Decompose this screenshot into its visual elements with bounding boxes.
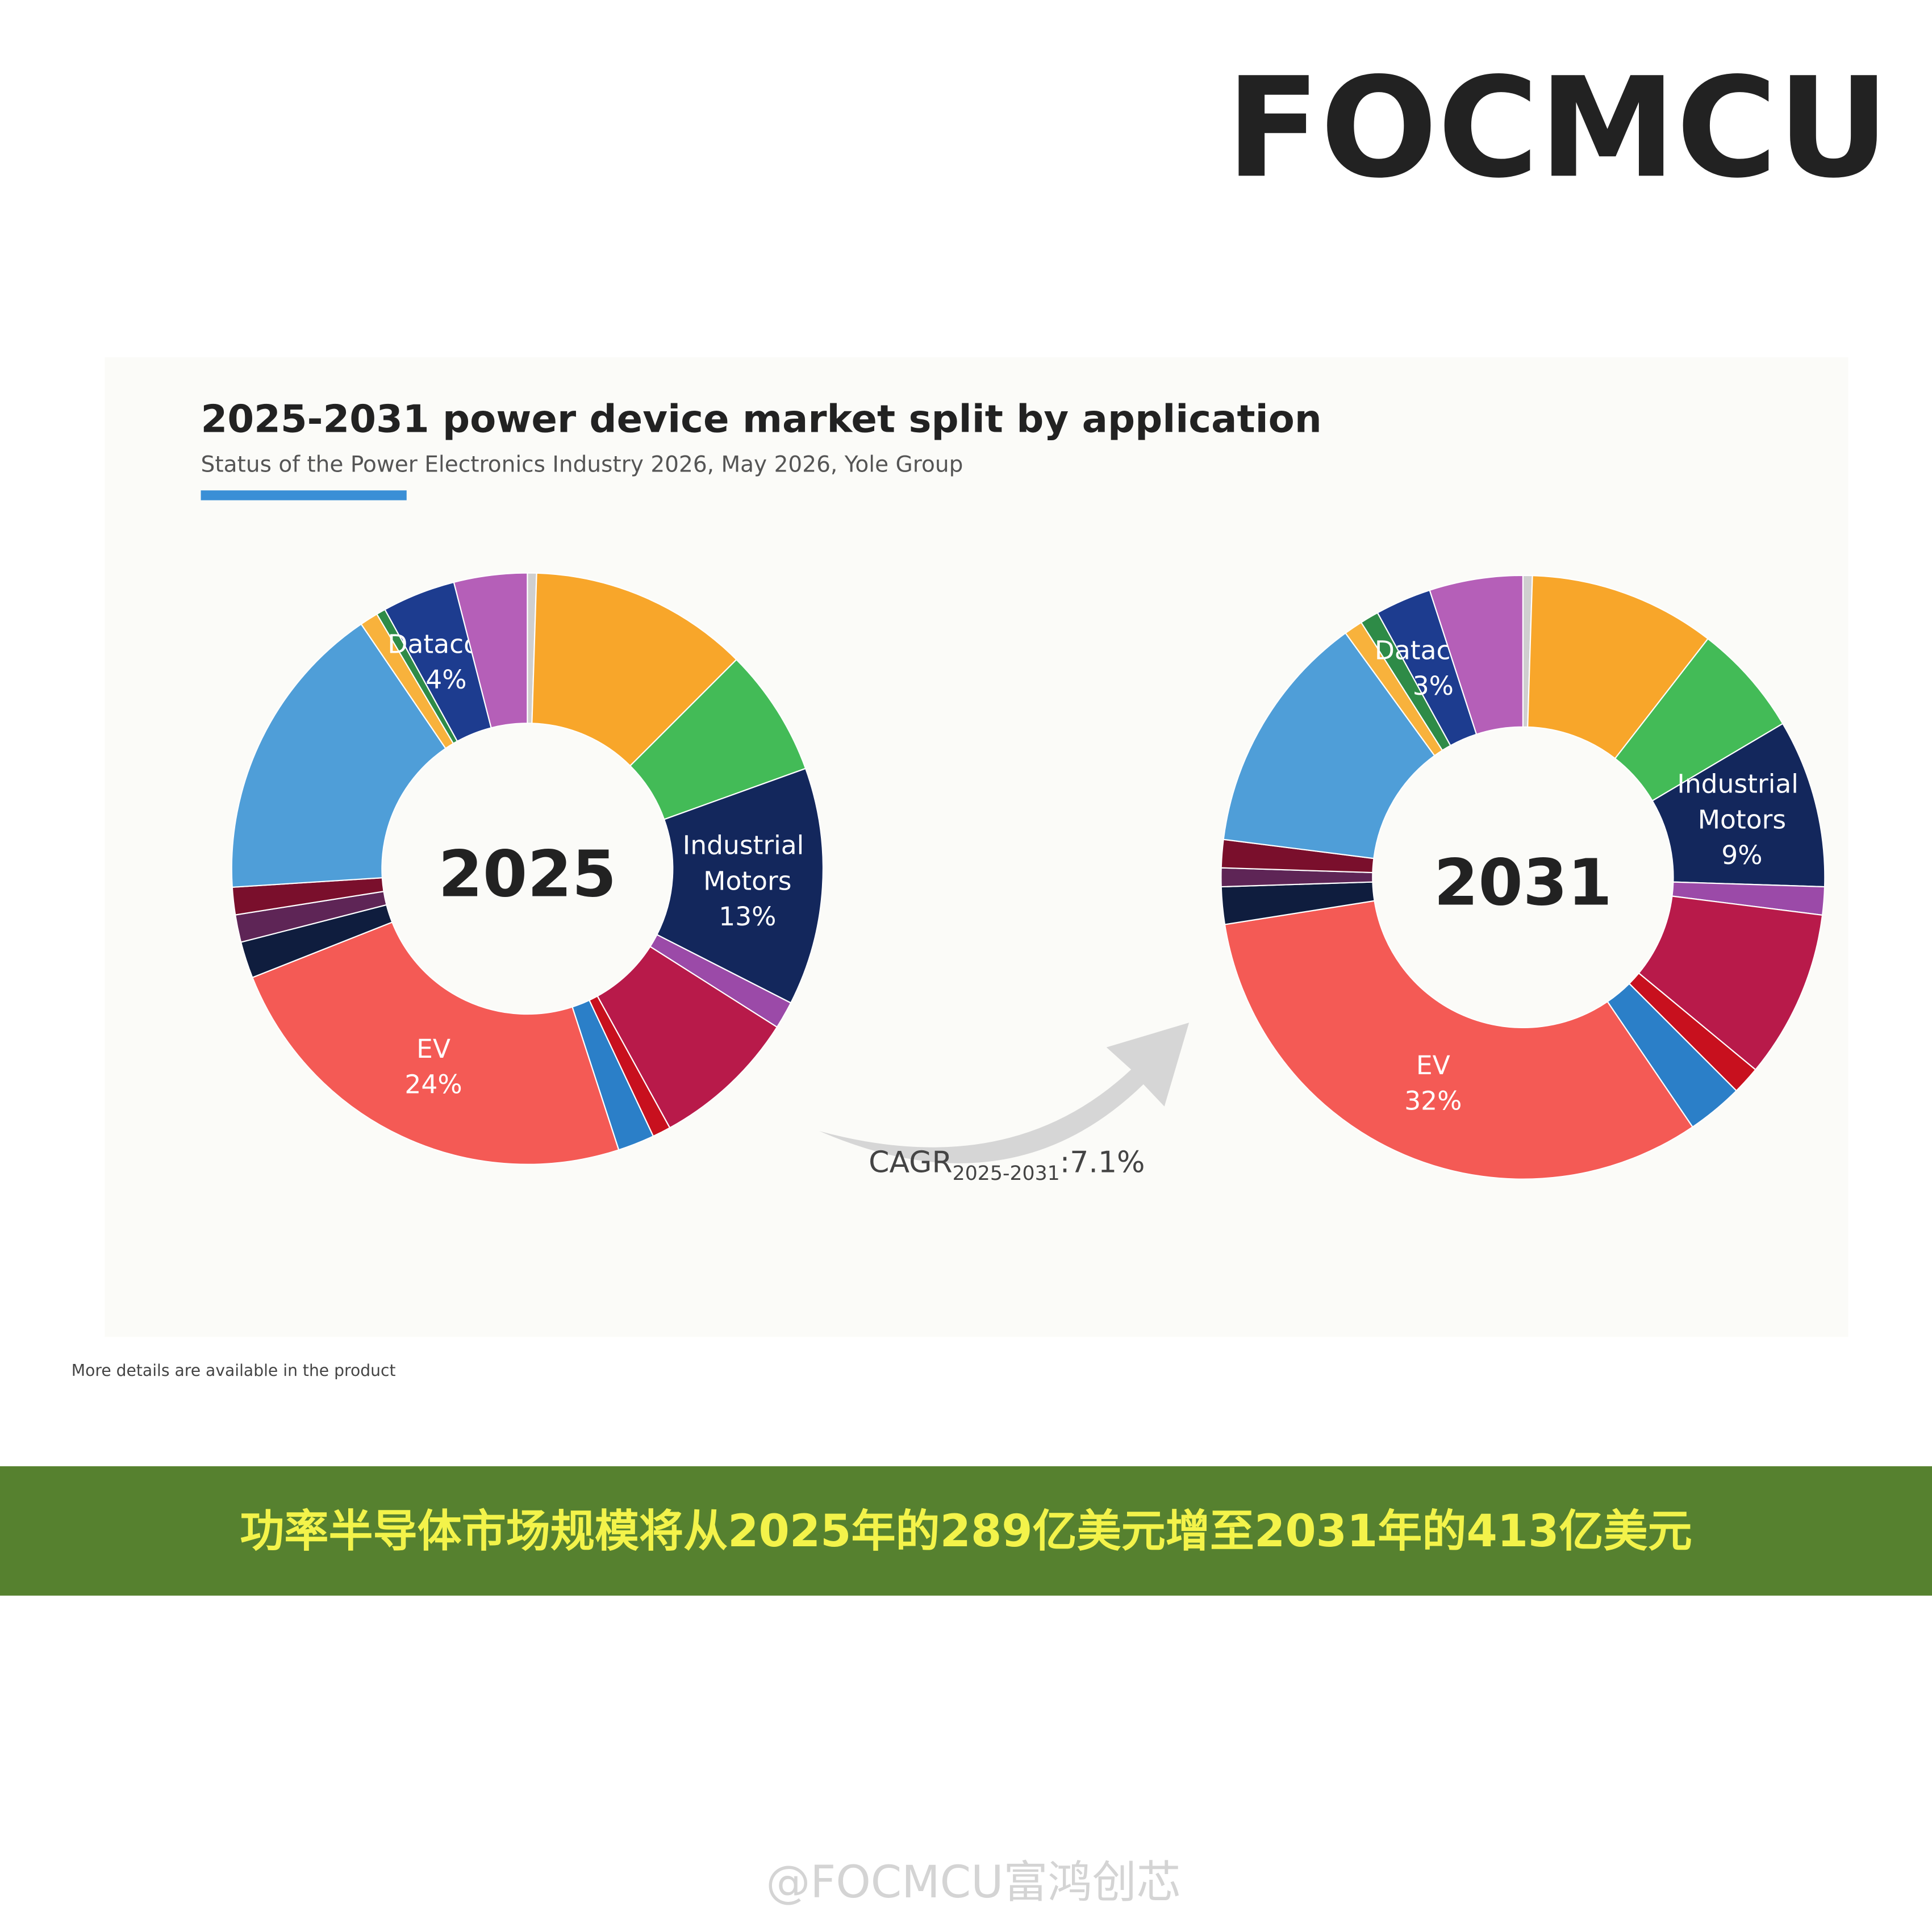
cagr-rate: :7.1% (1060, 1146, 1145, 1180)
donut-segment (231, 623, 447, 888)
watermark: @FOCMCU富鸿创芯 (766, 1857, 1180, 1908)
segment-label: Industrial Motors (1677, 769, 1806, 834)
donut-segment (1527, 575, 1709, 760)
donut-segment (251, 921, 620, 1165)
donut-segment (656, 767, 824, 1004)
donut-segment (1429, 574, 1524, 736)
segment-value-label: 9% (1721, 840, 1762, 870)
segment-value-label: 13% (719, 902, 776, 932)
cagr-period: 2025-2031 (953, 1162, 1060, 1185)
donut-segment (1222, 632, 1436, 859)
segment-value-label: 24% (404, 1069, 462, 1099)
donut-segment (453, 572, 528, 729)
cagr-label: CAGR (869, 1146, 953, 1180)
title: 2025-2031 power device market split by a… (201, 397, 1322, 441)
cagr: CAGR2025-2031:7.1% (869, 1146, 1145, 1185)
banner-bg (0, 1466, 1932, 1596)
footnote: More details are available in the produc… (72, 1361, 396, 1380)
subtitle: Status of the Power Electronics Industry… (201, 452, 963, 477)
title-underline (201, 490, 407, 500)
donut-segment (531, 572, 737, 767)
donut-center-label: 2025 (438, 836, 616, 911)
segment-value-label: 32% (1404, 1086, 1462, 1116)
segment-value-label: 3% (1413, 671, 1454, 701)
segment-label: EV (1416, 1050, 1450, 1080)
donut-center-label: 2031 (1434, 845, 1612, 920)
segment-label: Industrial Motors (683, 830, 812, 896)
segment-label: EV (416, 1033, 450, 1063)
donut-segment (1224, 900, 1694, 1180)
growth-arrow (819, 1023, 1190, 1163)
logo: FOCMCU (1226, 48, 1889, 208)
banner: 功率半导体市场规模将从2025年的289亿美元增至2031年的413亿美元 (240, 1506, 1692, 1557)
segment-value-label: 4% (425, 665, 466, 695)
